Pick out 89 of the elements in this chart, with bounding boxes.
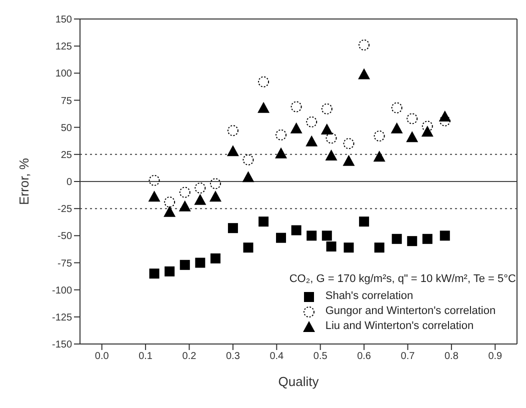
point [228,223,238,234]
point [194,194,206,205]
point [258,102,270,113]
point [179,186,190,198]
point [243,242,254,253]
legend-title: CO₂, G = 170 kg/m²s, q" = 10 kW/m², Te = 5°C [289,273,516,285]
point [407,236,418,246]
point [242,154,254,166]
point [326,242,336,252]
point [306,230,317,241]
point [358,40,370,50]
point [210,253,220,264]
point [209,190,222,202]
point [342,154,355,166]
point [326,132,337,144]
y-tick-label: -100 [52,285,72,296]
point [226,145,239,156]
point [306,116,318,128]
y-axis-title: Error, % [16,158,32,205]
point [439,115,450,126]
x-tick-label: 0.1 [138,351,153,362]
x-axis-title: Quality [278,374,320,389]
point [276,129,287,140]
y-tick-label: -25 [58,204,72,216]
point [148,174,160,186]
point [438,110,451,122]
point [320,124,333,134]
x-tick-label: 0.0 [94,351,110,362]
point [406,131,418,142]
point [390,122,403,134]
legend-label: Shah's correlation [325,289,414,304]
point [344,242,354,253]
y-tick-label: -75 [58,258,72,270]
point [291,225,302,236]
x-tick-label: 0.9 [488,351,503,362]
point [275,147,288,158]
point [164,206,176,217]
point [276,232,286,243]
y-tick-label: 125 [55,42,72,53]
point [258,76,270,88]
point [149,268,160,279]
point [195,258,206,268]
y-tick-label: -150 [52,340,72,351]
y-tick-label: -50 [58,231,72,242]
point [164,266,175,276]
point [422,234,432,244]
point [164,196,176,208]
point [290,101,302,112]
point [373,150,386,162]
point [422,120,433,132]
point [358,68,370,80]
point [290,122,302,134]
point [258,216,269,227]
point [322,230,332,241]
x-tick-label: 0.4 [270,351,284,362]
y-tick-label: 25 [60,150,72,161]
y-tick-label: 150 [55,14,72,26]
point [325,150,338,160]
point [421,126,434,137]
point [148,190,160,202]
y-tick-label: 75 [60,96,72,107]
point [359,216,370,227]
point [440,230,450,241]
y-tick-label: 100 [55,68,72,80]
y-tick-label: 0 [66,177,72,188]
point [343,138,354,150]
point [406,113,418,124]
legend-label: Gungor and Winterton's correlation [325,304,496,319]
point [306,135,318,146]
legend-label: Liu and Winterton's correlation [325,319,474,334]
point [374,242,384,253]
point [321,103,332,114]
y-tick-label: 50 [60,122,72,134]
x-tick-label: 0.2 [182,351,197,362]
x-tick-label: 0.8 [444,351,459,362]
point [391,102,402,114]
point [178,200,191,212]
point [392,234,402,244]
point [210,178,221,190]
point [374,130,385,142]
point [227,125,238,136]
x-tick-label: 0.5 [313,351,328,362]
point [242,171,254,182]
point [194,182,206,194]
y-tick-label: -125 [52,312,72,324]
x-tick-label: 0.6 [357,351,372,362]
x-tick-label: 0.3 [226,351,240,362]
point [180,260,190,270]
x-tick-label: 0.7 [400,351,416,362]
